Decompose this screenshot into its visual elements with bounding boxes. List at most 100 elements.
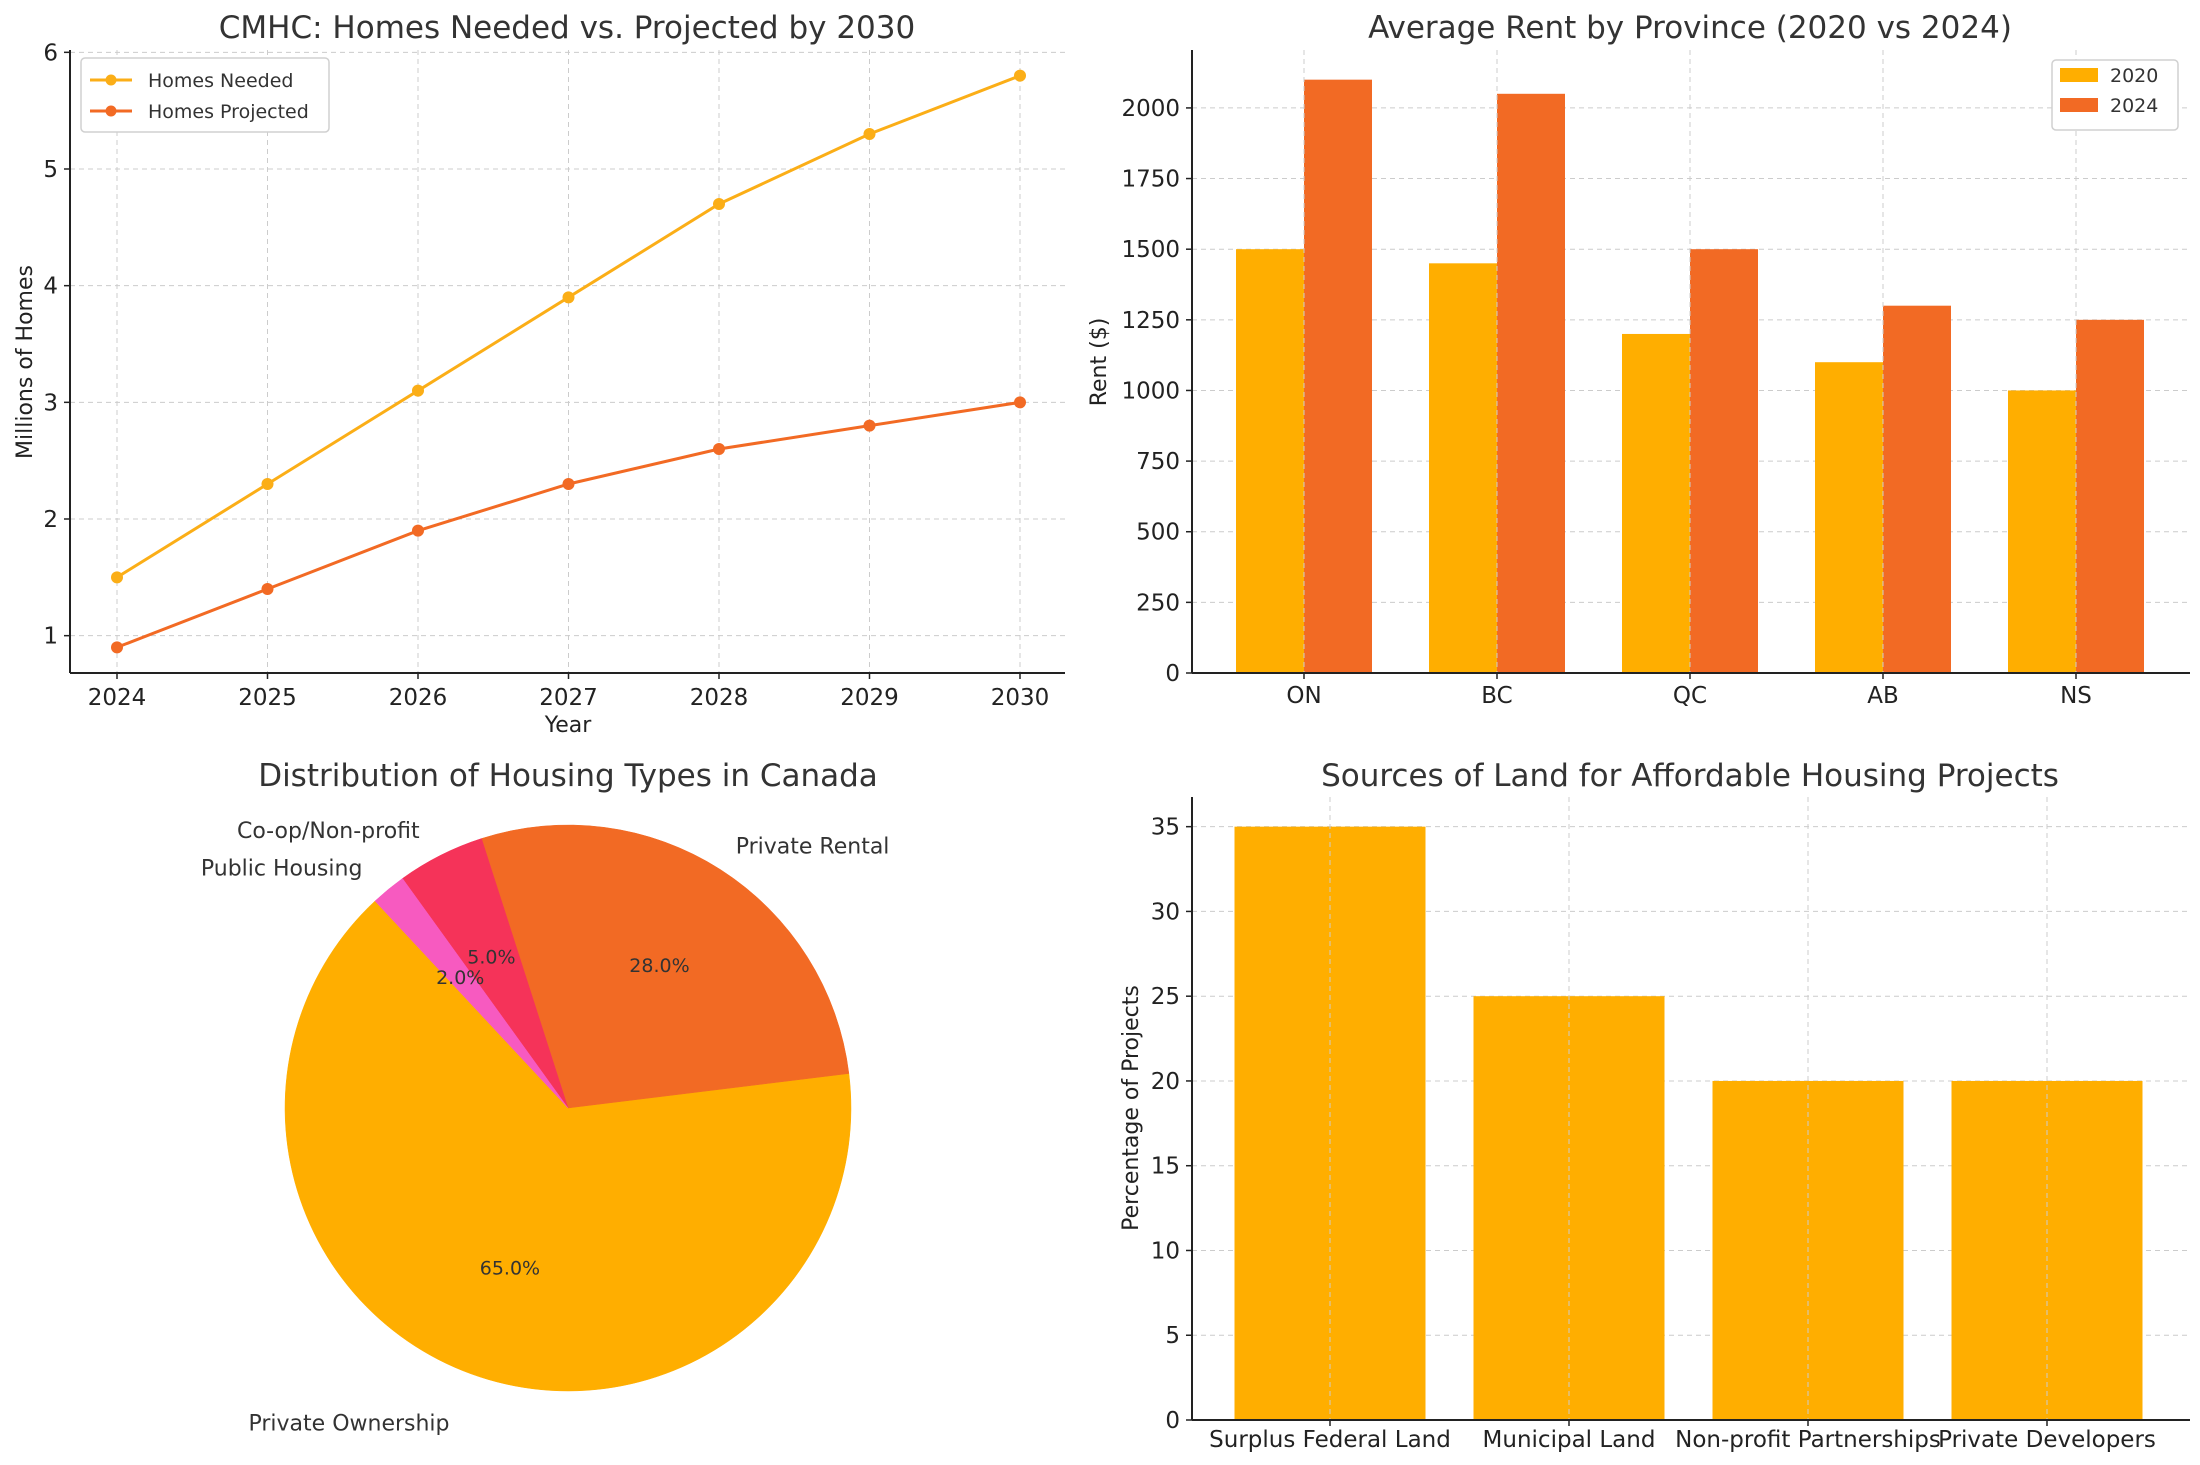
- tick-labels: 1 2 3 4 5 6 2024 2025 2026 2027 2028 2029 2030: [43, 40, 1049, 711]
- gridlines: [70, 50, 1065, 673]
- x-tick-label: ON: [1286, 683, 1321, 709]
- legend-label-homes-needed: Homes Needed: [148, 70, 293, 92]
- y-tick-label: 0: [1165, 1408, 1180, 1434]
- data-point-homes-projected: [562, 478, 575, 490]
- x-tick-label: Private Developers: [1938, 1427, 2156, 1453]
- y-tick-label: 1: [43, 624, 58, 650]
- y-tick-label: 30: [1151, 899, 1180, 925]
- pie-category-label: Co-op/Non-profit: [237, 819, 420, 844]
- y-tick-label: 1750: [1121, 167, 1180, 193]
- pie-percent-label: 28.0%: [629, 955, 689, 977]
- land-sources-bar-chart: Sources of Land for Affordable Housing P…: [1119, 758, 2190, 1453]
- y-tick-label: 4: [43, 274, 58, 300]
- data-point-homes-projected: [713, 443, 725, 455]
- legend-marker-homes-projected: [105, 105, 117, 117]
- x-tick-label: QC: [1673, 683, 1707, 709]
- x-tick-label: AB: [1867, 683, 1899, 709]
- x-axis-label: Year: [544, 713, 593, 738]
- slices-group: [284, 824, 852, 1392]
- housing-types-pie-chart: Distribution of Housing Types in Canada …: [201, 758, 890, 1437]
- bar-ab-2024: [1883, 305, 1951, 673]
- chart-title: Average Rent by Province (2020 vs 2024): [1368, 10, 2012, 46]
- bars-group: [1234, 797, 2143, 1420]
- data-point-homes-needed: [111, 571, 123, 584]
- y-tick-label: 3: [43, 390, 58, 416]
- y-tick-label: 5: [1165, 1323, 1180, 1349]
- bar-bc-2020: [1429, 263, 1497, 673]
- data-point-homes-needed: [562, 291, 575, 304]
- legend: Homes Needed Homes Projected: [80, 57, 330, 133]
- x-tick-label: NS: [2060, 683, 2092, 709]
- bar-qc-2024: [1690, 249, 1758, 673]
- y-tick-label: 6: [43, 40, 58, 66]
- data-point-homes-needed: [412, 384, 424, 397]
- y-tick-label: 15: [1151, 1154, 1180, 1180]
- data-point-homes-projected: [863, 419, 876, 432]
- y-tick-label: 750: [1136, 449, 1180, 475]
- bar-on-2024: [1304, 79, 1372, 673]
- tick-labels: 0 5 10 15 20 25 30 35 Surplus Federal Land Munici…: [1151, 815, 2156, 1453]
- chart-title: CMHC: Homes Needed vs. Projected by 2030: [219, 10, 915, 46]
- y-tick-label: 1500: [1121, 237, 1180, 263]
- pie-percent-label: 65.0%: [480, 1258, 540, 1280]
- x-tick-label: Non-profit Partnerships: [1675, 1427, 1941, 1453]
- bars-group: [1236, 50, 2144, 674]
- x-tick-label: 2025: [238, 685, 297, 711]
- pie-percent-label: 2.0%: [436, 967, 484, 989]
- pie-percent-label: 5.0%: [467, 946, 515, 968]
- legend-label-homes-projected: Homes Projected: [148, 101, 309, 123]
- y-tick-label: 20: [1151, 1069, 1180, 1095]
- y-axis-label: Millions of Homes: [13, 265, 38, 459]
- y-tick-label: 1250: [1121, 308, 1180, 334]
- legend-marker-homes-needed: [105, 74, 117, 86]
- y-tick-label: 10: [1151, 1238, 1180, 1264]
- y-tick-label: 2: [43, 507, 58, 533]
- pie-slice-private-rental: [481, 824, 850, 1109]
- tick-labels: 0 250 500 750 1000 1250 1500 1750 2000 ON BC QC AB NS: [1121, 96, 2091, 709]
- y-tick-label: 5: [43, 157, 58, 183]
- y-axis-label: Percentage of Projects: [1119, 985, 1144, 1231]
- data-point-homes-projected: [1014, 396, 1026, 409]
- data-point-homes-needed: [261, 478, 274, 490]
- y-tick-label: 1000: [1121, 378, 1180, 404]
- x-tick-label: 2028: [690, 685, 749, 711]
- pie-category-label: Private Rental: [736, 835, 890, 860]
- data-point-homes-needed: [713, 198, 725, 210]
- bar-ns-2020: [2008, 390, 2076, 673]
- x-tick-label: Surplus Federal Land: [1209, 1427, 1451, 1453]
- y-tick-label: 2000: [1121, 96, 1180, 122]
- x-tick-label: 2030: [991, 685, 1050, 711]
- chart-title: Sources of Land for Affordable Housing P…: [1321, 758, 2059, 794]
- data-point-homes-projected: [261, 583, 274, 595]
- bar-qc-2020: [1622, 333, 1690, 673]
- y-tick-label: 500: [1136, 520, 1180, 546]
- pie-slice-public-housing: [374, 878, 569, 1109]
- legend-swatch-2024: [2060, 98, 2098, 112]
- homes-line-chart: CMHC: Homes Needed vs. Projected by 2030…: [13, 10, 1065, 738]
- legend-swatch-2020: [2060, 68, 2098, 82]
- x-tick-label: 2029: [840, 685, 899, 711]
- x-tick-label: BC: [1481, 683, 1512, 709]
- pie-category-label: Public Housing: [201, 856, 363, 881]
- slice-labels: 65.0% Private Ownership 28.0% Private Renta…: [201, 819, 890, 1436]
- pie-category-label: Private Ownership: [249, 1412, 450, 1437]
- x-tick-label: Municipal Land: [1483, 1427, 1656, 1453]
- y-axis-label: Rent ($): [1087, 318, 1112, 407]
- x-tick-label: 2026: [389, 685, 448, 711]
- pie-slice-private-ownership: [284, 900, 852, 1392]
- legend-label-2024: 2024: [2110, 95, 2158, 117]
- bar-ns-2024: [2076, 319, 2144, 673]
- bar-on-2020: [1236, 249, 1304, 673]
- bar-bc-2024: [1497, 93, 1565, 674]
- legend-frame: [80, 57, 330, 133]
- series-group: [111, 69, 1026, 654]
- data-point-homes-projected: [111, 641, 123, 654]
- legend: 2020 2024: [2051, 59, 2179, 131]
- x-tick-label: 2024: [88, 685, 147, 711]
- legend-label-2020: 2020: [2110, 65, 2158, 87]
- bar-ab-2020: [1815, 362, 1883, 673]
- x-tick-label: 2027: [539, 685, 598, 711]
- y-tick-label: 0: [1165, 661, 1180, 687]
- chart-title: Distribution of Housing Types in Canada: [258, 758, 878, 794]
